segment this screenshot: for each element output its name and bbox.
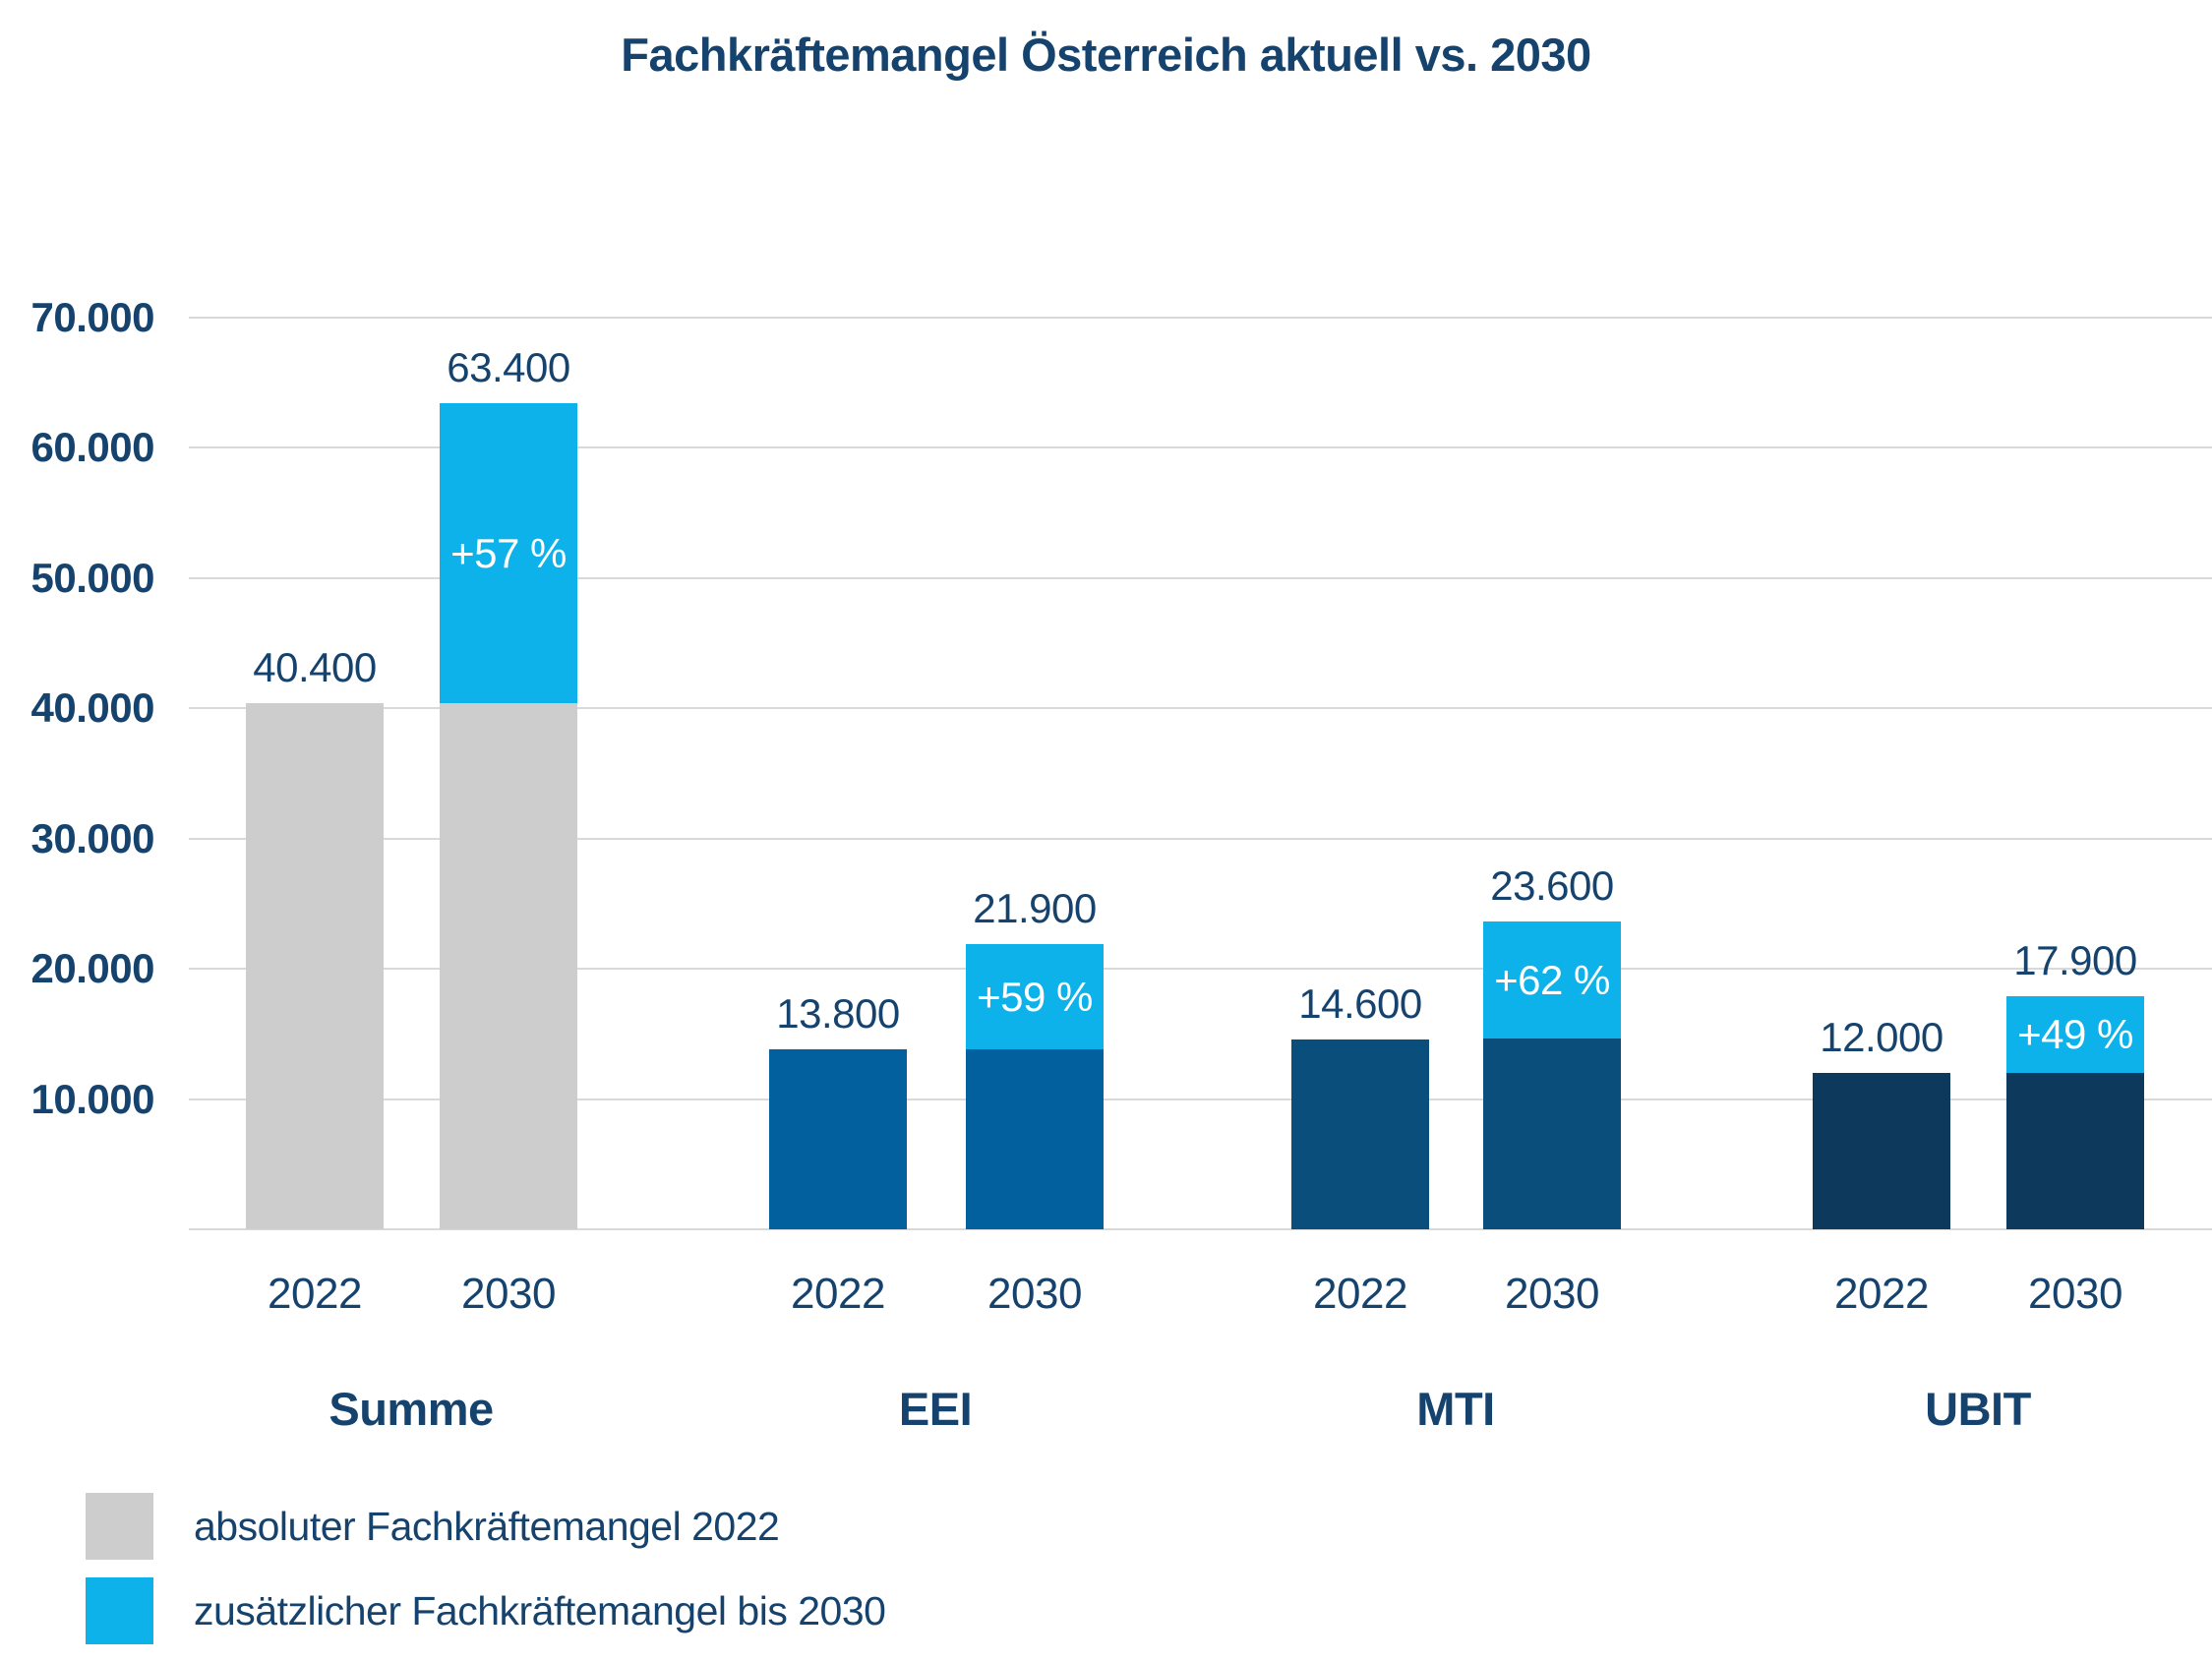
bar-value-label: 40.400	[253, 644, 377, 690]
y-axis-tick-label: 10.000	[30, 1075, 155, 1122]
percent-increase-label: +57 %	[450, 529, 567, 576]
bar-ubit-2022	[1813, 1073, 1950, 1229]
group-label-mti: MTI	[1416, 1383, 1495, 1435]
plot-area: 70.000 60.000 50.000 40.000 30.000 20.000 10.0…	[31, 296, 2212, 1435]
legend-item-2022: absoluter Fachkräftemangel 2022	[86, 1493, 885, 1560]
gridline	[189, 837, 2212, 840]
y-axis-tick-label: 40.000	[30, 684, 155, 732]
bar-summe-2022	[246, 703, 384, 1229]
x-axis-year-label: 2030	[461, 1270, 556, 1318]
y-axis-tick-label: 60.000	[30, 424, 155, 471]
x-axis-year-label: 2030	[2028, 1270, 2122, 1318]
bar-segment-additional-2030: +49 %	[2006, 996, 2144, 1073]
group-label-ubit: UBIT	[1925, 1383, 2031, 1435]
bar-value-label: 63.400	[447, 344, 570, 390]
bar-ubit-2030: +49 %	[2006, 996, 2144, 1229]
bar-segment-additional-2030: +59 %	[966, 944, 1104, 1049]
gridline	[189, 576, 2212, 579]
gridline	[189, 446, 2212, 449]
bar-value-label: 17.900	[2013, 937, 2137, 983]
percent-increase-label: +62 %	[1494, 956, 1610, 1003]
x-axis-year-label: 2022	[268, 1270, 362, 1318]
bar-eei-2022	[769, 1049, 907, 1229]
bar-summe-2030: +57 %	[440, 403, 577, 1229]
percent-increase-label: +49 %	[2017, 1011, 2133, 1057]
legend-swatch-cyan	[86, 1577, 153, 1644]
x-axis-year-label: 2022	[1313, 1270, 1407, 1318]
gridline	[189, 317, 2212, 319]
percent-increase-label: +59 %	[977, 973, 1093, 1020]
bar-value-label: 14.600	[1298, 980, 1422, 1027]
gridline	[189, 968, 2212, 971]
chart-title: Fachkräftemangel Österreich aktuell vs. …	[621, 29, 1591, 81]
y-axis-tick-label: 70.000	[30, 294, 155, 340]
bar-mti-2030: +62 %	[1483, 921, 1621, 1229]
bar-segment-additional-2030: +62 %	[1483, 921, 1621, 1039]
legend-label-2030: zusätzlicher Fachkräftemangel bis 2030	[194, 1588, 886, 1633]
bar-eei-2030: +59 %	[966, 944, 1104, 1229]
group-label-eei: EEI	[898, 1383, 973, 1435]
legend-label-2022: absoluter Fachkräftemangel 2022	[194, 1504, 780, 1549]
legend-swatch-gray	[86, 1493, 153, 1560]
bar-value-label: 21.900	[973, 885, 1097, 931]
legend: absoluter Fachkräftemangel 2022 zusätzli…	[86, 1493, 886, 1662]
bar-value-label: 23.600	[1490, 862, 1614, 909]
bar-value-label: 12.000	[1820, 1014, 1943, 1060]
y-axis-tick-label: 50.000	[30, 554, 155, 601]
x-axis-year-label: 2030	[987, 1270, 1082, 1318]
x-axis-baseline	[189, 1228, 2212, 1230]
bar-mti-2022	[1291, 1039, 1429, 1229]
bar-segment-additional-2030: +57 %	[440, 403, 577, 703]
gridline	[189, 707, 2212, 710]
gridline	[189, 1098, 2212, 1100]
y-axis-tick-label: 30.000	[30, 814, 155, 861]
x-axis-year-label: 2022	[791, 1270, 885, 1318]
legend-item-2030: zusätzlicher Fachkräftemangel bis 2030	[86, 1577, 886, 1644]
group-label-summe: Summe	[329, 1383, 494, 1435]
bar-value-label: 13.800	[776, 990, 900, 1037]
x-axis-year-label: 2030	[1505, 1270, 1599, 1318]
y-axis-tick-label: 20.000	[30, 945, 155, 992]
x-axis-year-label: 2022	[1834, 1270, 1929, 1318]
